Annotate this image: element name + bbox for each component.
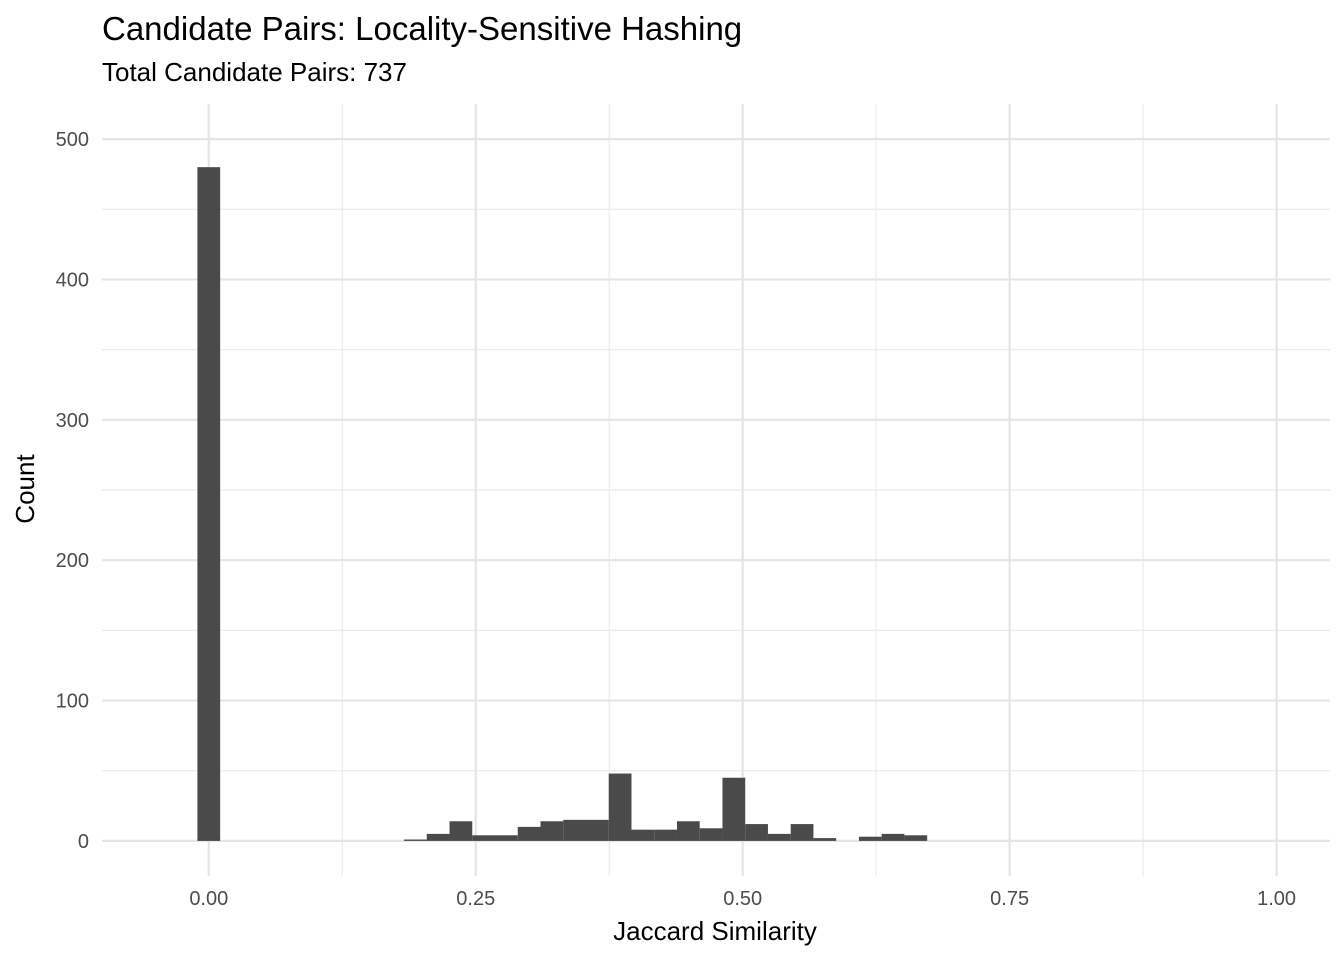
histogram-bar [654, 829, 677, 841]
histogram-bar [904, 835, 928, 841]
y-tick-label: 100 [56, 691, 89, 713]
histogram-bar [790, 824, 814, 841]
histogram-bar [540, 821, 564, 841]
histogram-bar [722, 777, 746, 841]
y-tick-label: 0 [78, 831, 89, 853]
histogram-bar [517, 826, 541, 841]
chart-subtitle: Total Candidate Pairs: 737 [102, 57, 407, 87]
x-tick-label: 1.00 [1257, 888, 1296, 910]
x-tick-label: 0.75 [990, 888, 1029, 910]
x-tick-label: 0.50 [723, 888, 762, 910]
major-gridlines [102, 104, 1330, 876]
histogram-bar [699, 828, 723, 841]
histogram-bar [197, 167, 221, 841]
y-axis-title: Count [10, 454, 40, 524]
histogram-bar [745, 824, 768, 841]
histogram-bar [881, 833, 905, 841]
histogram-bar [495, 835, 518, 841]
histogram-bar [813, 838, 837, 841]
histogram-bar [563, 819, 586, 841]
histogram-bar [426, 833, 450, 841]
y-tick-label: 500 [56, 129, 89, 151]
histogram-bar [858, 836, 882, 841]
chart-title: Candidate Pairs: Locality-Sensitive Hash… [102, 10, 742, 47]
histogram-bars [197, 167, 928, 841]
x-axis-title: Jaccard Similarity [613, 916, 817, 946]
minor-gridlines [102, 104, 1330, 876]
histogram-bar [631, 829, 655, 841]
y-tick-label: 400 [56, 269, 89, 291]
histogram-bar [472, 835, 496, 841]
y-axis-tick-labels: 0 100 200 300 400 500 [56, 129, 89, 853]
histogram-bar [449, 821, 473, 841]
x-axis-tick-labels: 0.00 0.25 0.50 0.75 1.00 [189, 888, 1296, 910]
histogram-bar [676, 821, 700, 841]
histogram-bar [767, 833, 791, 841]
histogram-bar [608, 773, 632, 841]
y-tick-label: 200 [56, 550, 89, 572]
y-tick-label: 300 [56, 410, 89, 432]
histogram-bar [404, 839, 427, 841]
x-tick-label: 0.25 [456, 888, 495, 910]
histogram-bar [585, 819, 609, 841]
x-tick-label: 0.00 [189, 888, 228, 910]
